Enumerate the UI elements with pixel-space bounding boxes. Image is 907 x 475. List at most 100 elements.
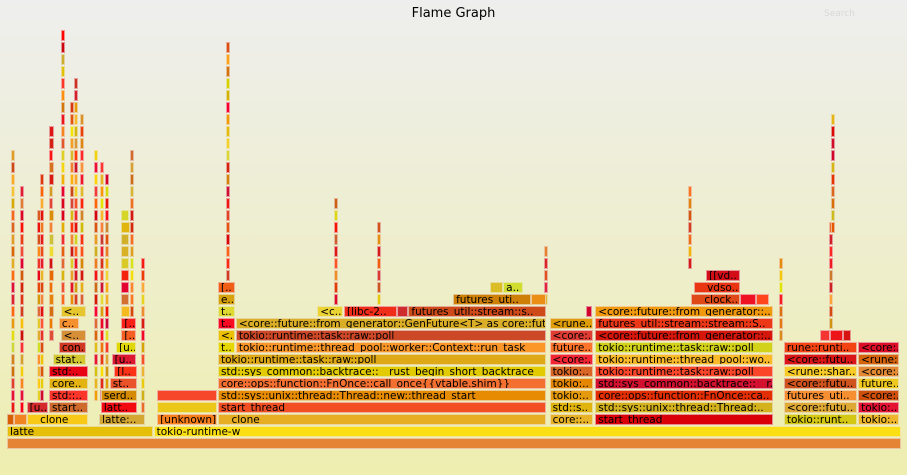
stack-frame[interactable] (831, 126, 836, 137)
stack-frame[interactable] (779, 318, 784, 329)
stack-frame[interactable] (69, 234, 74, 245)
stack-frame[interactable] (36, 390, 41, 401)
stack-frame[interactable] (141, 402, 146, 413)
stack-frame[interactable]: futures_util::stream::stream::S.. (595, 318, 774, 329)
stack-frame[interactable] (105, 282, 110, 293)
stack-frame[interactable] (74, 210, 79, 221)
stack-frame[interactable]: tokio::runtime::task::raw::poll (595, 342, 774, 353)
stack-frame[interactable] (105, 318, 110, 329)
stack-frame[interactable] (69, 282, 74, 293)
stack-frame[interactable]: __clone (217, 414, 547, 425)
stack-frame[interactable]: st.. (109, 378, 137, 389)
stack-frame[interactable] (93, 318, 98, 329)
stack-frame[interactable] (99, 222, 104, 233)
stack-frame[interactable] (334, 270, 339, 281)
stack-frame[interactable]: <core:.. (549, 354, 594, 365)
stack-frame[interactable] (779, 330, 784, 341)
stack-frame[interactable]: t.. (217, 306, 235, 317)
stack-frame[interactable] (130, 270, 135, 281)
stack-frame[interactable] (10, 378, 15, 389)
stack-frame[interactable] (74, 90, 79, 101)
stack-frame[interactable] (36, 258, 41, 269)
stack-frame[interactable] (69, 258, 74, 269)
stack-frame[interactable] (69, 138, 74, 149)
stack-frame[interactable]: tokio::runtime::task::raw::poll (217, 354, 547, 365)
stack-frame[interactable]: <c.. (317, 306, 344, 317)
stack-frame[interactable] (69, 126, 74, 137)
stack-frame[interactable]: std::sys_common::backtrace::__r.. (595, 378, 774, 389)
stack-frame[interactable] (105, 366, 110, 377)
stack-frame[interactable] (99, 246, 104, 257)
stack-frame[interactable] (99, 378, 104, 389)
stack-frame[interactable] (99, 318, 104, 329)
stack-frame[interactable] (60, 90, 65, 101)
stack-frame[interactable] (226, 162, 231, 173)
stack-frame[interactable]: core::.. (549, 414, 594, 425)
stack-frame[interactable] (10, 294, 15, 305)
stack-frame[interactable] (69, 210, 74, 221)
stack-frame[interactable] (831, 162, 836, 173)
stack-frame[interactable] (19, 258, 24, 269)
stack-frame[interactable] (334, 282, 339, 293)
stack-frame[interactable] (93, 222, 98, 233)
stack-frame[interactable] (40, 198, 45, 209)
stack-frame[interactable] (36, 246, 41, 257)
stack-frame[interactable] (756, 294, 769, 305)
stack-frame[interactable]: e.. (217, 294, 235, 305)
stack-frame[interactable] (19, 222, 24, 233)
stack-frame[interactable] (93, 198, 98, 209)
stack-frame[interactable] (226, 258, 231, 269)
stack-frame[interactable] (40, 366, 45, 377)
stack-frame[interactable]: futures_uti.. (453, 294, 531, 305)
stack-frame[interactable] (377, 258, 382, 269)
stack-frame[interactable]: t.. (217, 342, 235, 353)
stack-frame[interactable] (80, 114, 85, 125)
stack-frame[interactable]: latte (7, 426, 153, 437)
stack-frame[interactable]: tokio::runt.. (783, 414, 858, 425)
stack-frame[interactable] (40, 282, 45, 293)
stack-frame[interactable] (105, 306, 110, 317)
stack-frame[interactable] (60, 294, 65, 305)
stack-frame[interactable] (74, 246, 79, 257)
stack-frame[interactable] (130, 294, 135, 305)
stack-frame[interactable] (40, 354, 45, 365)
stack-frame[interactable] (99, 198, 104, 209)
stack-frame[interactable] (69, 186, 74, 197)
stack-frame[interactable] (93, 390, 98, 401)
stack-frame[interactable] (60, 66, 65, 77)
stack-frame[interactable] (74, 150, 79, 161)
stack-frame[interactable] (831, 210, 836, 221)
stack-frame[interactable] (10, 390, 15, 401)
stack-frame[interactable] (831, 114, 836, 125)
stack-frame[interactable] (93, 342, 98, 353)
stack-frame[interactable] (130, 258, 135, 269)
stack-frame[interactable] (93, 246, 98, 257)
stack-frame[interactable]: <.. (217, 330, 235, 341)
stack-frame[interactable] (226, 246, 231, 257)
stack-frame[interactable] (36, 354, 41, 365)
stack-frame[interactable] (121, 294, 130, 305)
stack-frame[interactable] (93, 354, 98, 365)
stack-frame[interactable] (80, 258, 85, 269)
stack-frame[interactable] (779, 258, 784, 269)
stack-frame[interactable] (40, 294, 45, 305)
stack-frame[interactable] (121, 246, 130, 257)
stack-frame[interactable] (121, 222, 131, 233)
stack-frame[interactable]: std:.. (49, 366, 89, 377)
stack-frame[interactable] (40, 186, 45, 197)
stack-frame[interactable]: <core::futu.. (783, 402, 858, 413)
stack-frame[interactable] (80, 234, 85, 245)
stack-frame[interactable]: [.. (217, 282, 235, 293)
stack-frame[interactable] (831, 198, 836, 209)
stack-frame[interactable] (36, 282, 41, 293)
stack-frame[interactable] (688, 258, 693, 269)
stack-frame[interactable] (74, 258, 79, 269)
stack-frame[interactable] (19, 378, 24, 389)
stack-frame[interactable] (130, 174, 135, 185)
stack-frame[interactable] (60, 162, 65, 173)
stack-frame[interactable] (60, 54, 65, 65)
stack-frame[interactable] (10, 330, 15, 341)
stack-frame[interactable] (93, 282, 98, 293)
stack-frame[interactable] (49, 186, 54, 197)
stack-frame[interactable] (80, 210, 85, 221)
